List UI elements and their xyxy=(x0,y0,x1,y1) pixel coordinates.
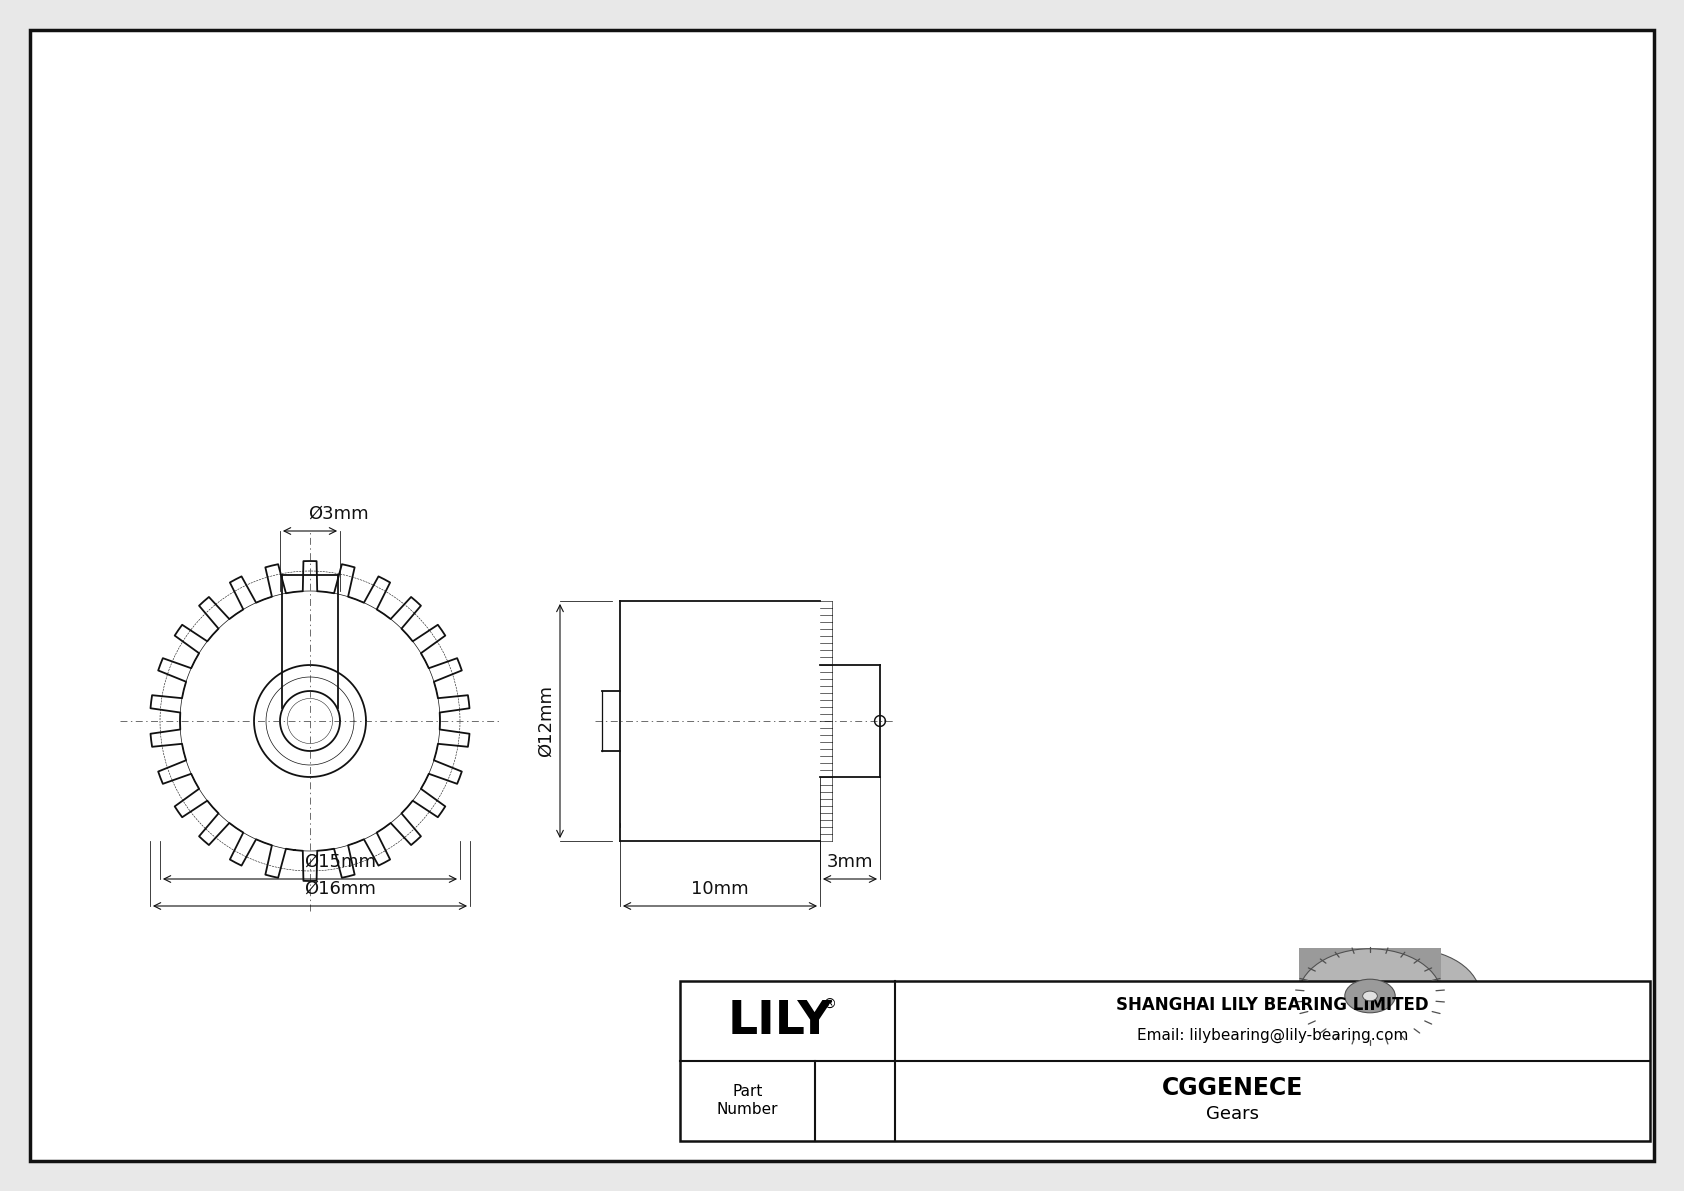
Bar xyxy=(1298,948,1442,1043)
Text: 10mm: 10mm xyxy=(690,880,749,898)
Text: Part: Part xyxy=(733,1085,763,1099)
Ellipse shape xyxy=(1346,979,1396,1012)
Text: Ø12mm: Ø12mm xyxy=(537,685,556,757)
Ellipse shape xyxy=(1362,991,1378,1000)
Text: Ø3mm: Ø3mm xyxy=(308,505,369,523)
Text: ®: ® xyxy=(822,998,837,1012)
Ellipse shape xyxy=(1298,949,1442,1043)
Text: SHANGHAI LILY BEARING LIMITED: SHANGHAI LILY BEARING LIMITED xyxy=(1116,996,1428,1014)
Text: Email: lilybearing@lily-bearing.com: Email: lilybearing@lily-bearing.com xyxy=(1137,1028,1408,1042)
Polygon shape xyxy=(1303,1033,1472,1043)
Text: LILY: LILY xyxy=(727,998,832,1043)
Bar xyxy=(680,981,1650,1141)
Text: Ø15mm: Ø15mm xyxy=(305,853,376,871)
Text: Gears: Gears xyxy=(1206,1105,1260,1123)
Text: Ø16mm: Ø16mm xyxy=(305,880,376,898)
Text: 3mm: 3mm xyxy=(827,853,874,871)
Ellipse shape xyxy=(1337,949,1480,1043)
Text: CGGENECE: CGGENECE xyxy=(1162,1075,1303,1100)
Text: Number: Number xyxy=(717,1103,778,1117)
